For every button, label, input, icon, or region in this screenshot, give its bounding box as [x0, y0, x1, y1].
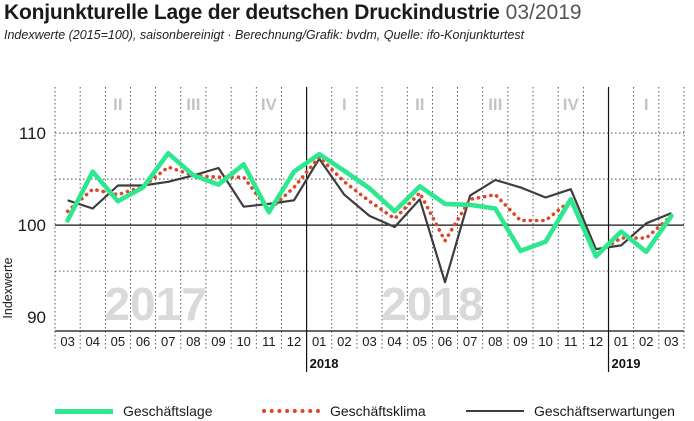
quarter-label: III: [186, 95, 200, 114]
x-tick-label: 01: [312, 334, 326, 349]
y-axis-label: Indexwerte: [1, 257, 15, 318]
x-tick-label: 02: [639, 334, 653, 349]
quarter-label: II: [415, 95, 424, 114]
y-tick-label: 110: [19, 124, 46, 143]
chart-subtitle: Indexwerte (2015=100), saisonbereinigt ·…: [4, 28, 525, 42]
quarter-label: IV: [261, 95, 278, 114]
legend-label: Geschäftsklima: [330, 403, 426, 419]
quarter-label: III: [488, 95, 502, 114]
title-text: Konjunkturelle Lage der deutschen Drucki…: [4, 1, 500, 24]
legend-swatch-dotted: [262, 409, 320, 413]
x-tick-label: 10: [538, 334, 552, 349]
line-chart: 2017 2018 II III IV I II III IV I 90100110Indexw…: [1, 87, 685, 372]
x-tick-label: 05: [413, 334, 427, 349]
x-tick-label: 08: [488, 334, 502, 349]
series-lines: [65, 151, 674, 284]
legend-swatch-solid-thin: [466, 410, 524, 412]
legend-item-geschaeftsklima: Geschäftsklima: [262, 402, 426, 420]
chart-title: Konjunkturelle Lage der deutschen Drucki…: [4, 1, 582, 25]
x-tick-label: 11: [564, 334, 578, 349]
year-watermark: 2017: [104, 278, 206, 330]
legend-item-geschaeftslage: Geschäftslage: [55, 402, 213, 420]
x-tick-label: 02: [337, 334, 351, 349]
x-tick-label: 03: [664, 334, 678, 349]
quarter-labels: II III IV I II III IV I: [113, 95, 648, 114]
quarter-label: I: [644, 95, 649, 114]
x-tick-label: 07: [463, 334, 477, 349]
legend-item-geschaeftserwartungen: Geschäftserwartungen: [466, 402, 675, 420]
x-tick-label: 09: [211, 334, 225, 349]
y-tick-label: 100: [18, 216, 46, 235]
quarter-label: IV: [563, 95, 580, 114]
legend-label: Geschäftslage: [123, 403, 213, 419]
x-tick-label: 03: [60, 334, 74, 349]
series-line-geschaeftslage: [65, 151, 674, 259]
title-date: 03/2019: [505, 1, 582, 24]
y-tick-label: 90: [27, 308, 46, 327]
quarter-label: I: [342, 95, 347, 114]
x-tick-label: 03: [362, 334, 376, 349]
x-tick-label: 04: [387, 334, 401, 349]
year-label: 2019: [612, 356, 641, 371]
grid: [54, 87, 685, 372]
x-tick-label: 04: [86, 334, 100, 349]
x-tick-label: 06: [438, 334, 452, 349]
x-tick-labels: 03 04 05 06 07 08 09 10 11 12 01 02 03 04 05 06 07 08 09 10…: [60, 334, 678, 371]
year-label: 2018: [310, 356, 339, 371]
x-tick-label: 06: [136, 334, 150, 349]
x-tick-label: 05: [111, 334, 125, 349]
series-line-geschaeftserwartungen: [67, 157, 672, 284]
x-tick-label: 07: [161, 334, 175, 349]
legend-swatch-solid-thick: [55, 408, 113, 414]
x-tick-label: 12: [287, 334, 301, 349]
x-tick-label: 12: [589, 334, 603, 349]
x-tick-label: 10: [236, 334, 250, 349]
x-tick-label: 09: [513, 334, 527, 349]
x-tick-label: 01: [614, 334, 628, 349]
series-line-geschaeftsklima: [65, 155, 674, 256]
year-watermarks: 2017 2018: [104, 278, 483, 330]
axes: 90 100 110 Indexwerte: [1, 124, 684, 332]
x-tick-label: 11: [262, 334, 276, 349]
legend-label: Geschäftserwartungen: [534, 403, 675, 419]
year-watermark: 2018: [381, 278, 483, 330]
x-tick-label: 08: [186, 334, 200, 349]
quarter-label: II: [113, 95, 122, 114]
